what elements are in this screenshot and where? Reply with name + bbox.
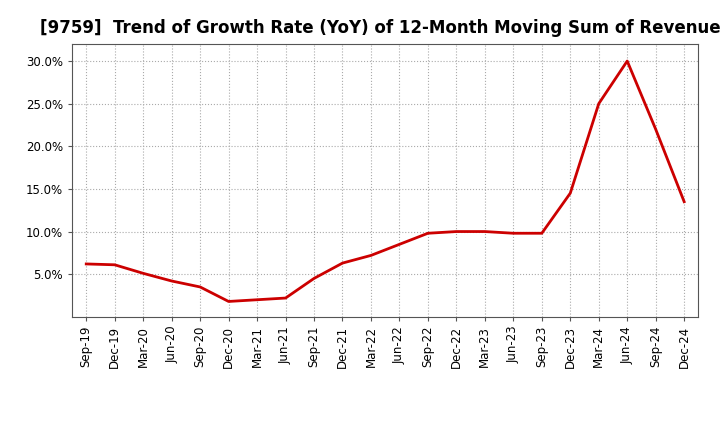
Title: [9759]  Trend of Growth Rate (YoY) of 12-Month Moving Sum of Revenues: [9759] Trend of Growth Rate (YoY) of 12-… bbox=[40, 19, 720, 37]
